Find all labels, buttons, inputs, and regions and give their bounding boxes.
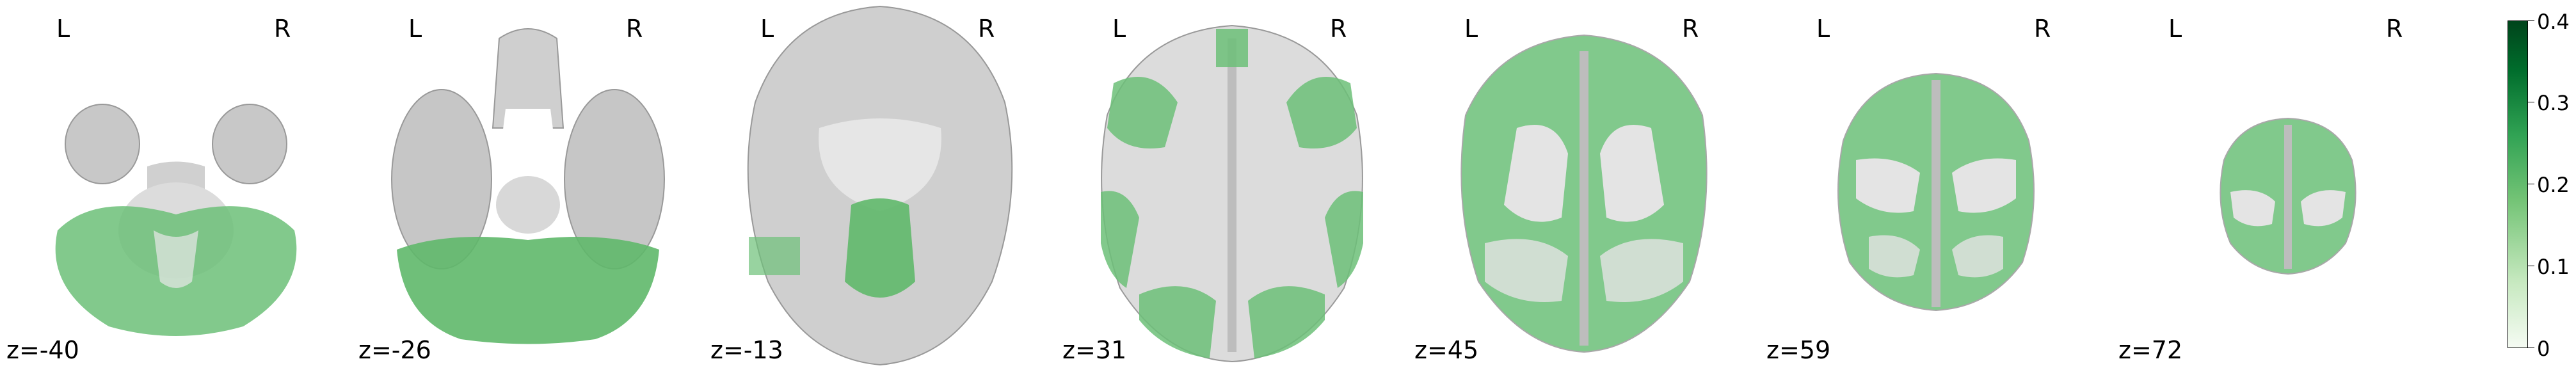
slice-image-z-40: [55, 104, 297, 336]
slice-panel-z-40: L R z=-40: [0, 0, 351, 368]
colorbar-tick-label: 0.3: [2537, 91, 2570, 115]
colorbar: 0 0.1 0.2 0.3 0.4: [2496, 12, 2576, 359]
slice-coordinate-label: z=-13: [710, 336, 783, 364]
colorbar-tick: [2528, 20, 2534, 21]
slice-image-z45: [1460, 34, 1708, 353]
right-orientation-label: R: [978, 15, 995, 43]
left-orientation-label: L: [56, 15, 70, 43]
slice-image-z59: [1837, 72, 2035, 312]
right-orientation-label: R: [2386, 15, 2403, 43]
slice-image-z31: [1101, 24, 1363, 363]
slice-coordinate-label: z=-26: [358, 336, 431, 364]
left-orientation-label: L: [408, 15, 422, 43]
slice-coordinate-label: z=72: [2118, 336, 2183, 364]
right-orientation-label: R: [1330, 15, 1347, 43]
left-orientation-label: L: [1464, 15, 1478, 43]
slice-image-z-26: [391, 28, 665, 344]
slice-coordinate-label: z=31: [1062, 336, 1127, 364]
slice-panel-z59: L R z=59: [1760, 0, 2111, 368]
colorbar-tick-label: 0.2: [2537, 173, 2570, 197]
slice-image-z72: [2220, 117, 2356, 275]
colorbar-tick-label: 0: [2537, 337, 2550, 361]
slice-image-z-13: [747, 5, 1013, 366]
slice-coordinate-label: z=-40: [6, 336, 79, 364]
slice-panel-z31: L R z=31: [1056, 0, 1407, 368]
colorbar-tick-label: 0.1: [2537, 255, 2570, 279]
slice-panel-z-26: L R z=-26: [352, 0, 703, 368]
left-orientation-label: L: [760, 15, 774, 43]
slice-coordinate-label: z=45: [1414, 336, 1479, 364]
slice-panel-z72: L R z=72: [2112, 0, 2463, 368]
colorbar-gradient: [2508, 20, 2528, 348]
slice-panel-z-13: L R z=-13: [704, 0, 1055, 368]
left-orientation-label: L: [1816, 15, 1830, 43]
slice-panel-z45: L R z=45: [1408, 0, 1759, 368]
right-orientation-label: R: [2034, 15, 2051, 43]
left-orientation-label: L: [2168, 15, 2182, 43]
slice-coordinate-label: z=59: [1766, 336, 1831, 364]
colorbar-tick-label: 0.4: [2537, 10, 2570, 34]
right-orientation-label: R: [274, 15, 291, 43]
left-orientation-label: L: [1112, 15, 1126, 43]
right-orientation-label: R: [1682, 15, 1699, 43]
right-orientation-label: R: [626, 15, 643, 43]
